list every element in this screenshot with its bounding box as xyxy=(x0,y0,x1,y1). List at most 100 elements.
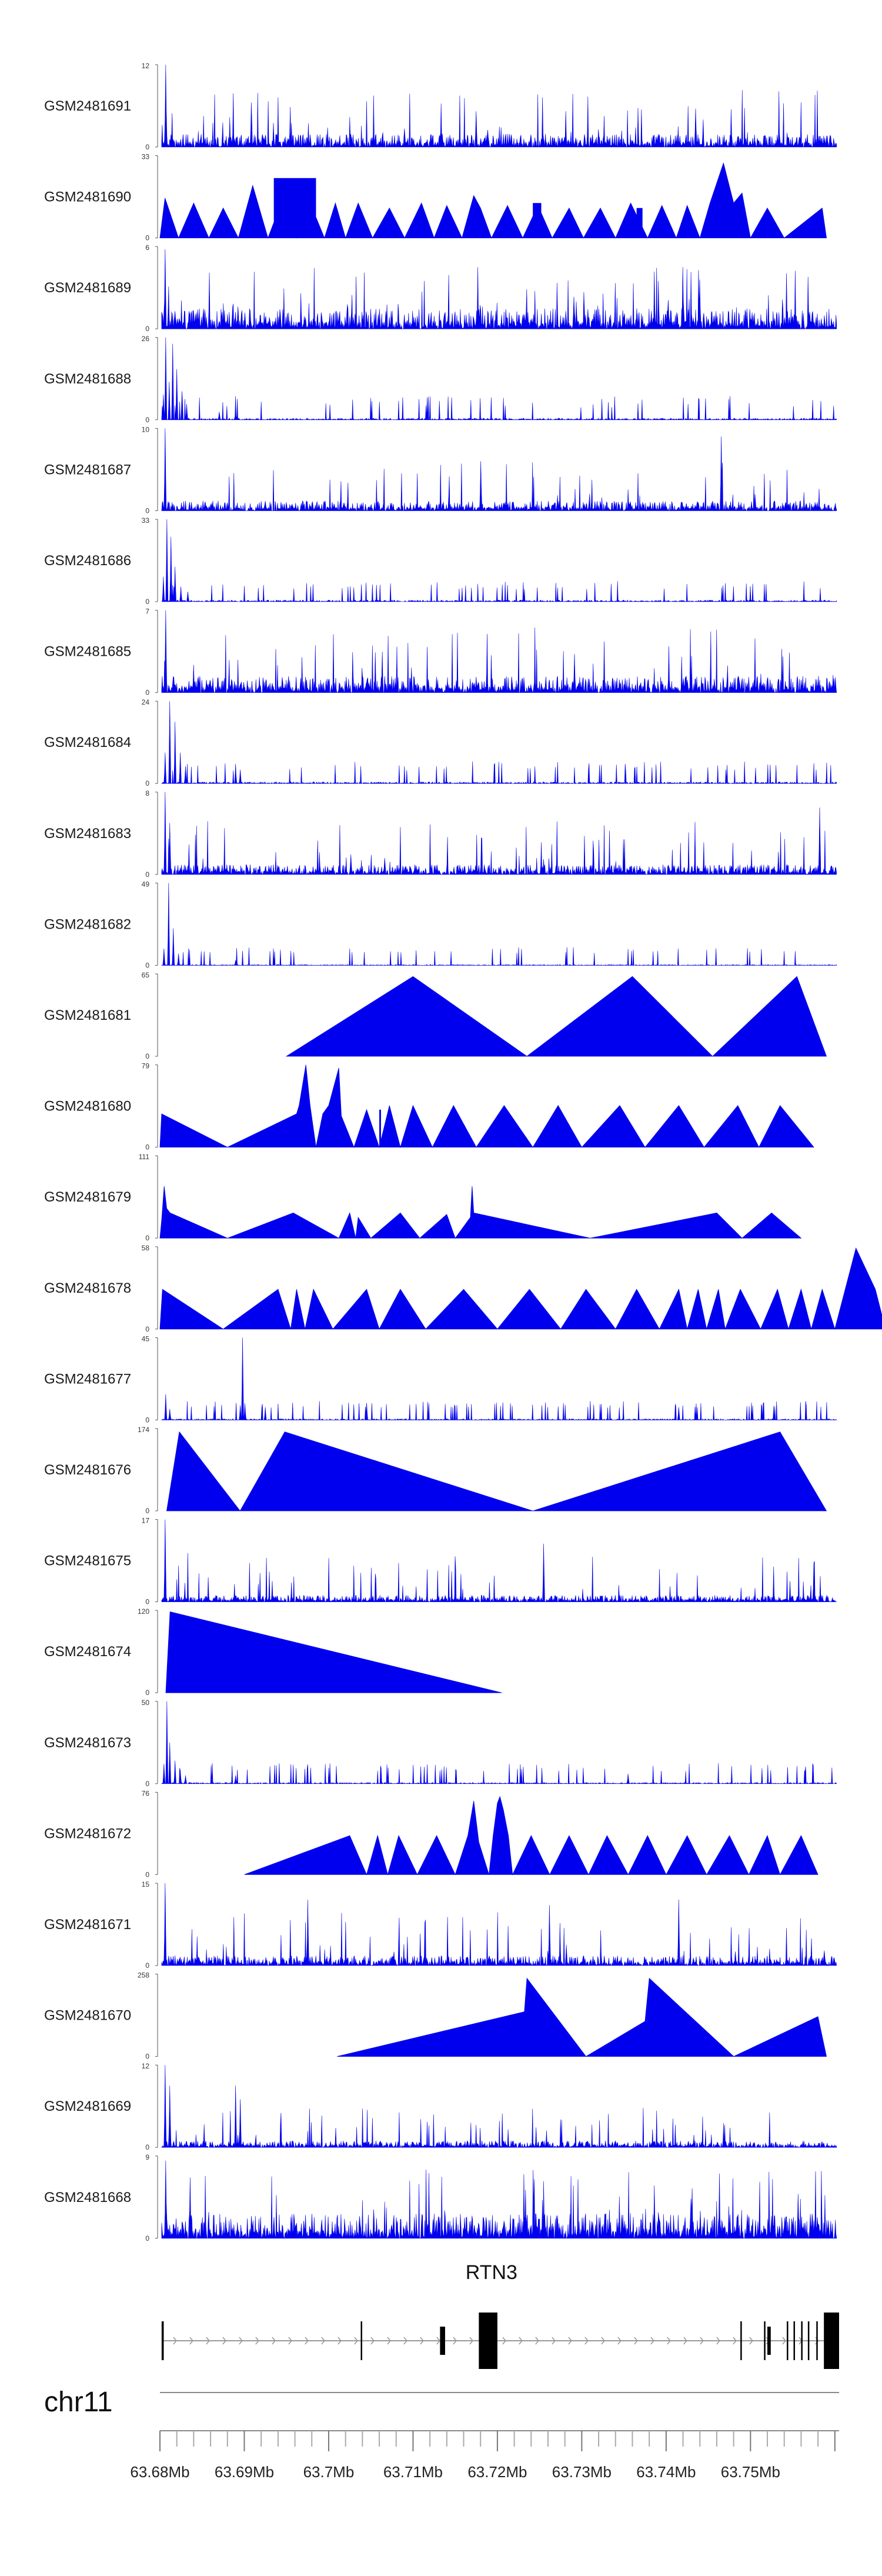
strand-arrow xyxy=(206,2337,210,2345)
track-GSM2481672: GSM2481672 76 0 xyxy=(44,1789,818,1878)
y-tick-max-label: 65 xyxy=(142,971,150,979)
strand-arrow xyxy=(552,2337,556,2345)
x-tick-label: 63.73Mb xyxy=(552,2463,612,2481)
gene-exon xyxy=(161,2321,164,2360)
track-label: GSM2481680 xyxy=(44,1099,131,1115)
y-tick-zero-label: 0 xyxy=(145,779,149,788)
strand-arrow xyxy=(502,2337,506,2345)
signal-area xyxy=(161,428,837,512)
strand-arrow xyxy=(305,2337,309,2345)
track-GSM2481670: GSM2481670 258 0 xyxy=(44,1971,827,2061)
gene-exon xyxy=(764,2321,766,2360)
y-tick-max-label: 8 xyxy=(145,789,149,798)
track-label: GSM2481681 xyxy=(44,1007,131,1023)
track-label: GSM2481673 xyxy=(44,1735,131,1751)
strand-arrow xyxy=(749,2337,753,2345)
y-tick-max-label: 33 xyxy=(142,516,150,525)
strand-arrow xyxy=(370,2337,375,2345)
y-tick-max-label: 26 xyxy=(142,335,150,343)
gene-exon xyxy=(816,2321,818,2360)
signal-area xyxy=(159,1065,814,1149)
track-GSM2481691: GSM2481691 12 0 xyxy=(44,62,837,151)
signal-block xyxy=(533,203,542,238)
gene-exon xyxy=(440,2327,445,2355)
strand-arrow xyxy=(288,2337,292,2345)
track-label: GSM2481668 xyxy=(44,2190,131,2205)
strand-arrow xyxy=(700,2337,704,2345)
track-GSM2481687: GSM2481687 10 0 xyxy=(44,425,837,515)
track-label: GSM2481675 xyxy=(44,1553,131,1569)
y-tick-zero-label: 0 xyxy=(145,689,149,697)
signal-area xyxy=(161,1883,837,1967)
strand-arrow xyxy=(716,2337,720,2345)
strand-arrow xyxy=(222,2337,226,2345)
strand-arrow xyxy=(469,2337,473,2345)
signal-area xyxy=(159,162,827,239)
y-tick-zero-label: 0 xyxy=(145,1689,149,1697)
track-GSM2481678: GSM2481678 58 0 xyxy=(44,1244,882,1333)
x-tick-label: 63.7Mb xyxy=(303,2463,355,2481)
track-GSM2481690: GSM2481690 33 0 xyxy=(44,153,827,242)
signal-area xyxy=(161,1701,837,1784)
signal-area xyxy=(161,1337,837,1421)
y-tick-zero-label: 0 xyxy=(145,961,149,969)
track-GSM2481688: GSM2481688 26 0 xyxy=(44,335,837,424)
y-tick-zero-label: 0 xyxy=(145,325,149,333)
strand-arrow xyxy=(321,2337,325,2345)
signal-block xyxy=(636,208,643,238)
gene-exon xyxy=(824,2313,839,2369)
y-tick-max-label: 79 xyxy=(142,1062,150,1070)
strand-arrow xyxy=(338,2337,342,2345)
gene-exon xyxy=(793,2321,796,2360)
track-label: GSM2481669 xyxy=(44,2098,131,2114)
track-label: GSM2481685 xyxy=(44,644,131,660)
gene-track: RTN3 xyxy=(161,2261,839,2369)
strand-arrow xyxy=(173,2337,177,2345)
y-tick-max-label: 58 xyxy=(142,1244,150,1252)
y-tick-max-label: 12 xyxy=(142,62,150,70)
track-label: GSM2481676 xyxy=(44,1462,131,1478)
signal-area xyxy=(161,2065,837,2148)
strand-arrow xyxy=(403,2337,407,2345)
track-GSM2481676: GSM2481676 174 0 xyxy=(44,1426,827,1515)
y-tick-max-label: 10 xyxy=(142,425,150,433)
track-GSM2481680: GSM2481680 79 0 xyxy=(44,1062,814,1152)
y-tick-max-label: 7 xyxy=(145,608,149,616)
strand-arrow xyxy=(584,2337,589,2345)
y-tick-max-label: 33 xyxy=(142,153,150,161)
strand-arrow xyxy=(239,2337,243,2345)
strand-arrow xyxy=(617,2337,622,2345)
strand-arrow xyxy=(733,2337,737,2345)
strand-arrow xyxy=(782,2337,786,2345)
y-tick-zero-label: 0 xyxy=(145,1325,149,1333)
strand-arrow xyxy=(535,2337,539,2345)
signal-area xyxy=(165,1611,502,1693)
track-GSM2481681: GSM2481681 65 0 xyxy=(44,971,827,1060)
y-tick-max-label: 6 xyxy=(145,243,149,252)
track-label: GSM2481683 xyxy=(44,826,131,842)
gene-exon xyxy=(767,2327,771,2355)
y-tick-zero-label: 0 xyxy=(145,1052,149,1060)
track-label: GSM2481677 xyxy=(44,1371,131,1387)
y-tick-zero-label: 0 xyxy=(145,1507,149,1515)
track-label: GSM2481687 xyxy=(44,462,131,478)
strand-arrow xyxy=(189,2337,193,2345)
y-tick-zero-label: 0 xyxy=(145,1416,149,1424)
x-tick-label: 63.75Mb xyxy=(721,2463,780,2481)
y-tick-zero-label: 0 xyxy=(145,1961,149,1970)
track-label: GSM2481671 xyxy=(44,1917,131,1933)
signal-area xyxy=(244,1796,818,1876)
track-GSM2481686: GSM2481686 33 0 xyxy=(44,516,837,606)
y-tick-zero-label: 0 xyxy=(145,143,149,151)
signal-area xyxy=(166,1431,827,1511)
x-tick-label: 63.69Mb xyxy=(215,2463,274,2481)
gene-exon xyxy=(479,2313,497,2369)
y-tick-zero-label: 0 xyxy=(145,234,149,242)
signal-block xyxy=(379,1109,381,1147)
strand-arrow xyxy=(601,2337,605,2345)
y-tick-zero-label: 0 xyxy=(145,2053,149,2061)
y-tick-zero-label: 0 xyxy=(145,2143,149,2151)
signal-area xyxy=(161,792,837,875)
gene-exon xyxy=(787,2321,789,2360)
